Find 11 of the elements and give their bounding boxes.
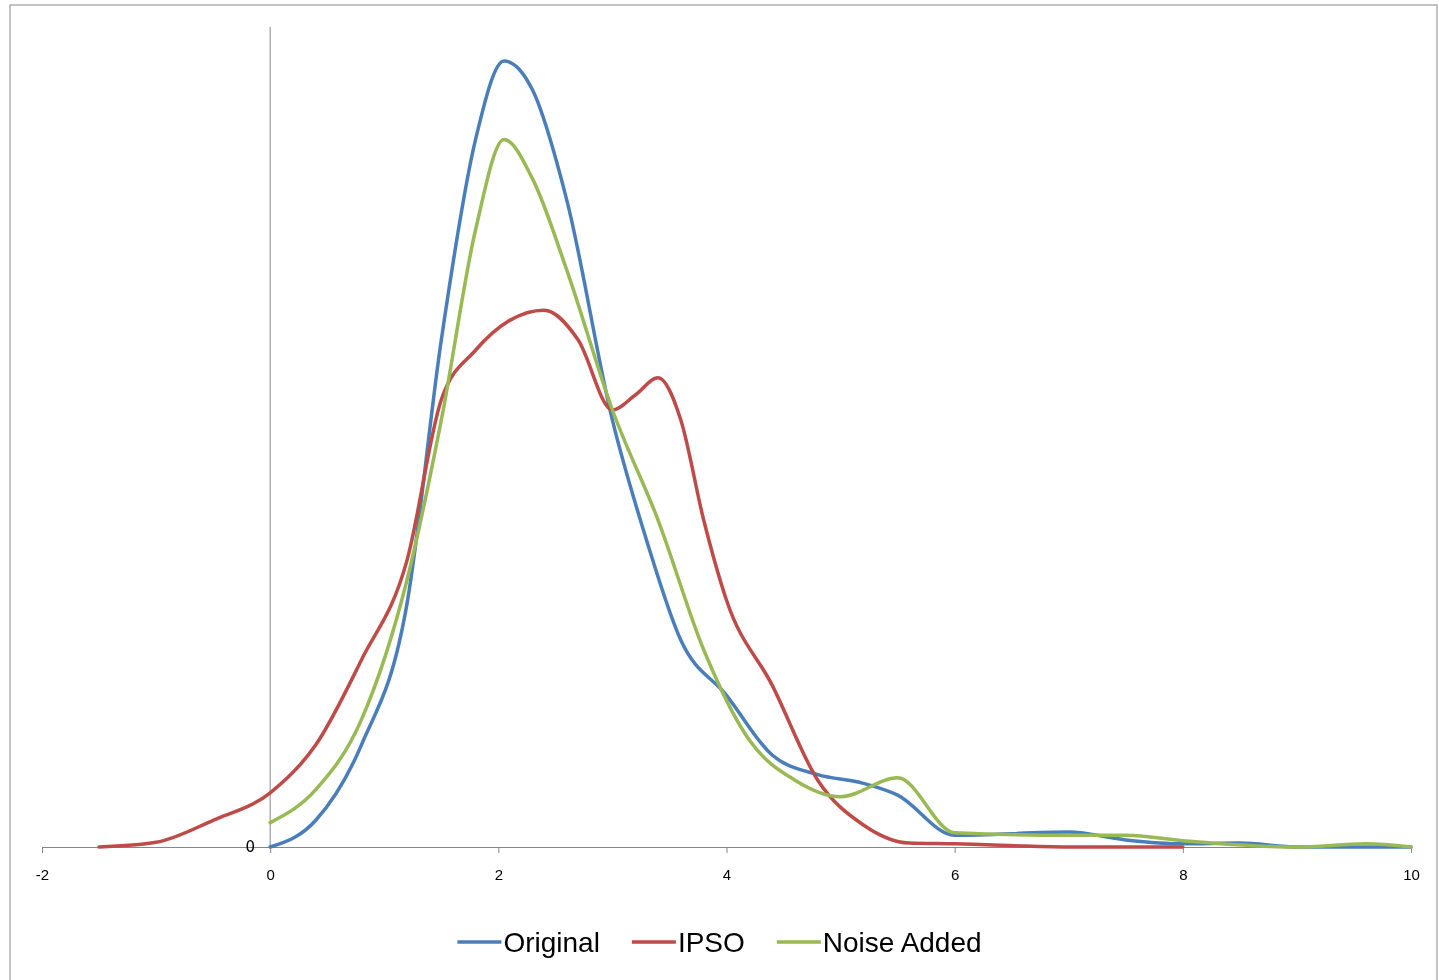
x-tick-label: 10: [1403, 866, 1420, 883]
legend-label: Noise Added: [822, 927, 982, 958]
annotation: 0: [245, 838, 255, 856]
x-tick-label: 4: [722, 866, 732, 883]
x-tick-label: -2: [35, 866, 50, 883]
x-tick-label: 8: [1179, 866, 1188, 883]
x-tick-label: 2: [494, 866, 504, 883]
x-tick-label: 0: [266, 866, 275, 883]
legend-label: Original: [503, 927, 600, 958]
legend-label: IPSO: [677, 927, 745, 958]
x-tick-label: 6: [950, 866, 960, 883]
